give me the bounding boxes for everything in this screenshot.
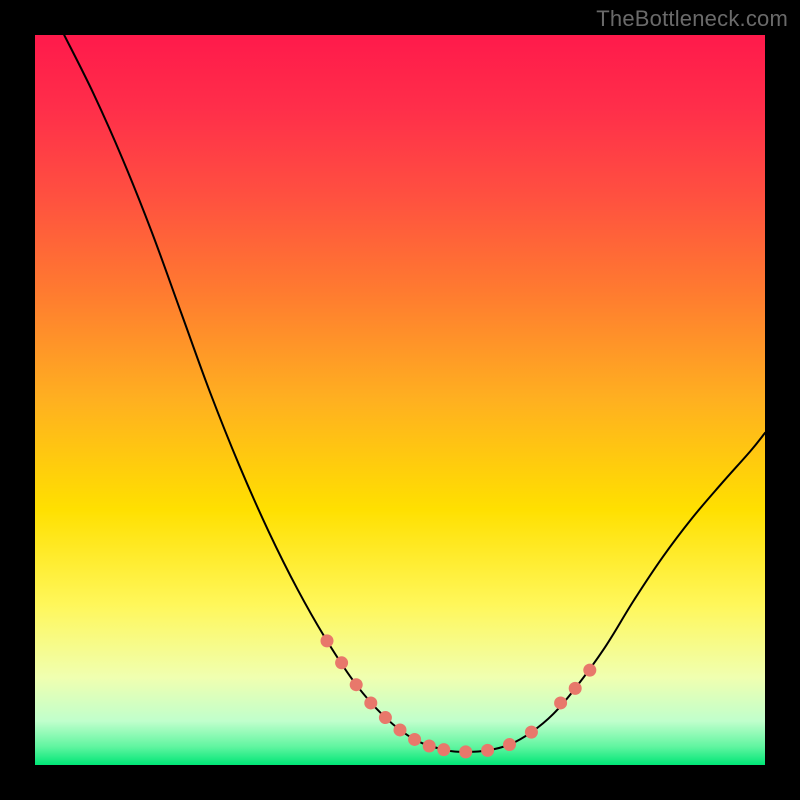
watermark-text: TheBottleneck.com [596, 6, 788, 32]
plot-area [0, 0, 800, 800]
curve-marker [554, 696, 567, 709]
curve-marker [364, 696, 377, 709]
curve-marker [503, 738, 516, 751]
chart-container: TheBottleneck.com [0, 0, 800, 800]
curve-marker [379, 711, 392, 724]
curve-marker [423, 740, 436, 753]
gradient-background [35, 35, 765, 765]
bottleneck-curve-chart [0, 0, 800, 800]
curve-marker [569, 682, 582, 695]
curve-marker [583, 664, 596, 677]
curve-marker [350, 678, 363, 691]
curve-marker [408, 733, 421, 746]
curve-marker [394, 723, 407, 736]
curve-marker [481, 744, 494, 757]
curve-marker [437, 743, 450, 756]
curve-marker [335, 656, 348, 669]
curve-marker [459, 745, 472, 758]
curve-marker [321, 634, 334, 647]
curve-marker [525, 726, 538, 739]
